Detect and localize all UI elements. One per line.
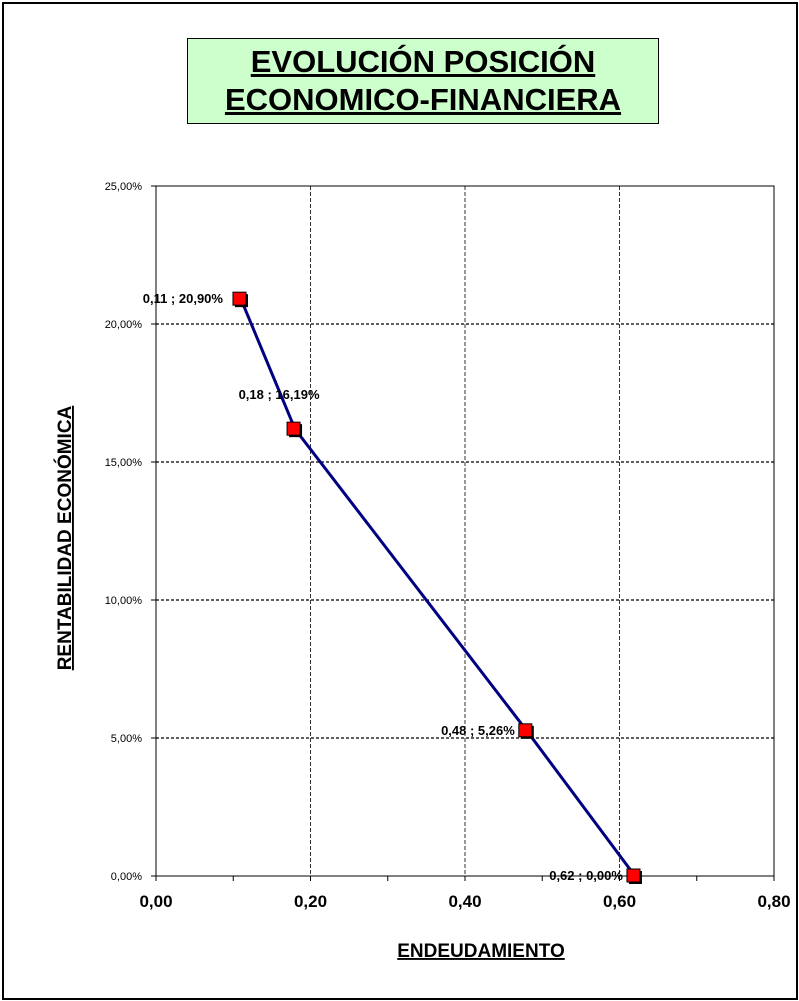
- x-tick-label: 0,40: [448, 892, 481, 911]
- y-tick-label: 20,00%: [105, 319, 143, 331]
- data-label-layer: 0,11 ; 20,90% 0,18 ; 16,19% 0,48 ; 5,26% 0,…: [143, 291, 624, 883]
- grid-layer: [155, 185, 775, 877]
- x-tick-label: 0,20: [294, 892, 327, 911]
- data-label: 0,11 ; 20,90%: [143, 291, 224, 306]
- x-tick-label: 0,60: [603, 892, 636, 911]
- chart-title-box: EVOLUCIÓN POSICIÓN ECONOMICO-FINANCIERA: [187, 38, 659, 124]
- y-tick-label: 10,00%: [105, 595, 143, 607]
- y-axis-title: RENTABILIDAD ECONÓMICA: [54, 405, 76, 670]
- x-axis-title: ENDEUDAMIENTO: [397, 941, 565, 962]
- series-layer: [232, 291, 642, 884]
- x-tick-label: 0,00: [139, 892, 172, 911]
- y-tick-label: 15,00%: [105, 457, 143, 469]
- data-point: [626, 868, 641, 883]
- data-point: [232, 291, 247, 306]
- data-point: [286, 421, 301, 436]
- data-label: 0,18 ; 16,19%: [239, 387, 320, 402]
- x-tick-label: 0,80: [757, 892, 790, 911]
- data-point: [518, 723, 533, 738]
- chart-title-line-2: ECONOMICO-FINANCIERA: [224, 82, 622, 117]
- y-tick-label: 0,00%: [111, 871, 142, 883]
- data-label: 0,48 ; 5,26%: [441, 723, 515, 738]
- series-line: [239, 298, 637, 877]
- chart-title-line-1: EVOLUCIÓN POSICIÓN: [250, 44, 596, 79]
- y-tick-label: 5,00%: [111, 733, 142, 745]
- y-tick-label: 25,00%: [105, 181, 143, 193]
- data-label: 0,62 ; 0,00%: [549, 868, 623, 883]
- axis-layer: 0,00% 5,00% 10,00% 15,00% 20,00% 25,00% 0,00 0,…: [105, 181, 791, 911]
